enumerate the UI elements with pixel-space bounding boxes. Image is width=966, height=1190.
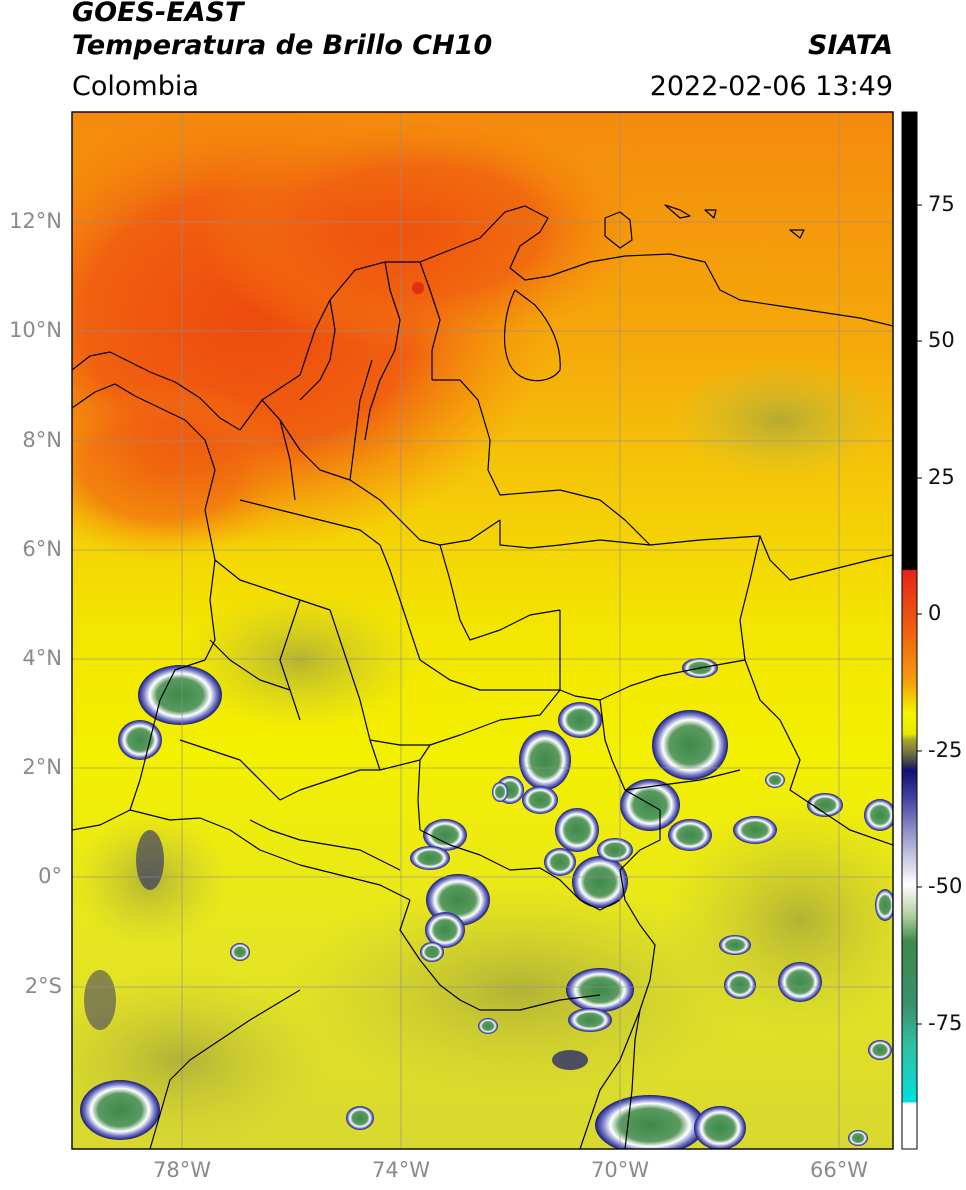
coastlines-and-borders — [72, 204, 893, 1149]
brightness-temperature-field — [72, 112, 893, 1149]
timestamp-label: 2022-02-06 13:49 — [649, 71, 893, 102]
colorbar-tick-0: 0 — [928, 601, 942, 625]
lat-tick-8N: 8°N — [22, 428, 62, 452]
map-frame — [71, 111, 894, 1150]
colorbar-tick-minus50: -50 — [928, 874, 963, 898]
lat-tick-4N: 4°N — [22, 646, 62, 670]
lat-tick-2S: 2°S — [24, 974, 62, 998]
colorbar — [901, 111, 922, 1150]
lon-tick-70W: 70°W — [591, 1158, 649, 1182]
colorbar-tick-minus75: -75 — [928, 1011, 963, 1035]
lat-tick-2N: 2°N — [22, 755, 62, 779]
colorbar-tick-75: 75 — [928, 192, 955, 216]
lat-tick-6N: 6°N — [22, 537, 62, 561]
region-label: Colombia — [72, 71, 199, 102]
lat-tick-12N: 12°N — [9, 209, 62, 233]
organization-label: SIATA — [807, 30, 893, 61]
colorbar-tick-25: 25 — [928, 465, 955, 489]
colorbar-tick-50: 50 — [928, 328, 955, 352]
lon-tick-78W: 78°W — [153, 1158, 211, 1182]
lon-tick-66W: 66°W — [810, 1158, 868, 1182]
satellite-title: GOES-EAST — [72, 0, 244, 28]
lat-lon-grid — [72, 112, 893, 1149]
colorbar-tick-minus25: -25 — [928, 738, 963, 762]
product-title: Temperatura de Brillo CH10 — [72, 30, 493, 61]
lat-tick-0: 0° — [38, 864, 62, 888]
convective-cloud-cells — [80, 658, 893, 1149]
lon-tick-74W: 74°W — [372, 1158, 430, 1182]
lat-tick-10N: 10°N — [9, 318, 62, 342]
